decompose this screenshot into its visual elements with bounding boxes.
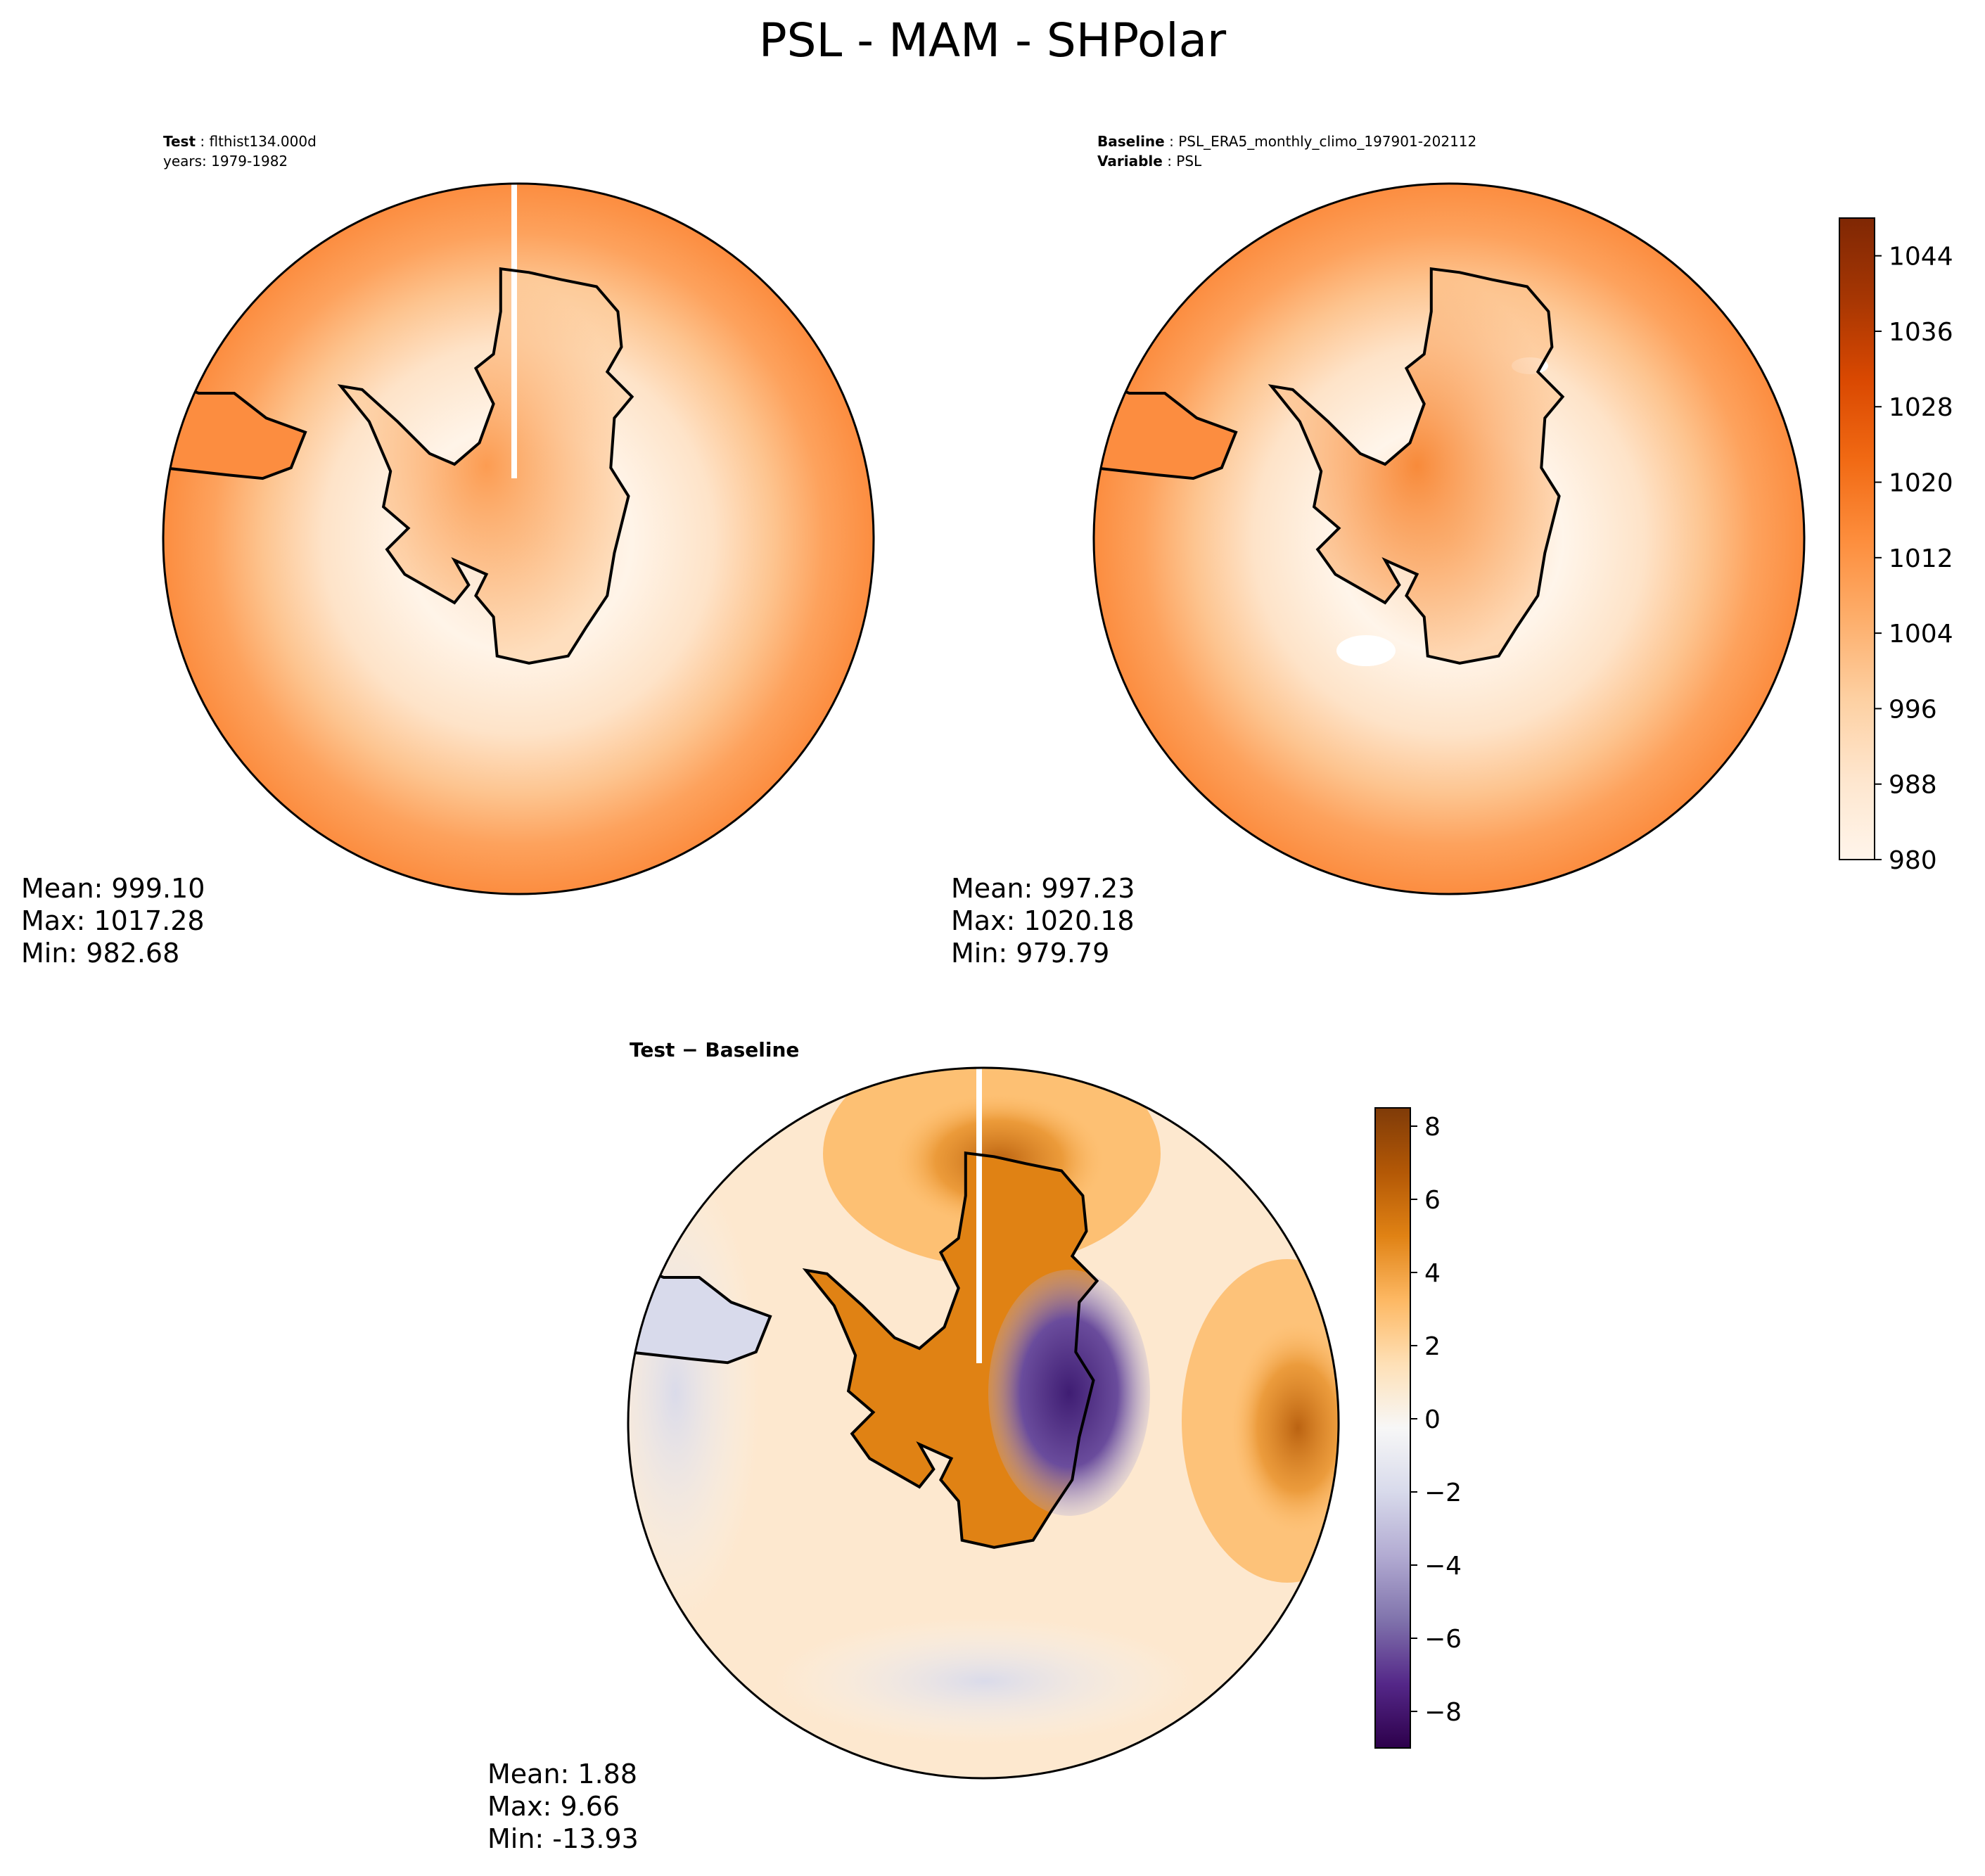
difference-colorbar-tick-label: −2	[1424, 1479, 1462, 1507]
test-label: Test : flthist134.000d	[163, 133, 317, 150]
test-map	[163, 184, 874, 894]
baseline-variable: Variable : PSL	[1097, 153, 1202, 170]
test-years: years: 1979-1982	[163, 153, 288, 170]
baseline-map-border	[1092, 182, 1806, 895]
baseline-antarctica-field	[1271, 269, 1563, 663]
difference-colorbar-tick-label: 2	[1424, 1332, 1441, 1361]
difference-map	[628, 1068, 1339, 1778]
test-south-america-coast	[163, 376, 307, 480]
difference-stat-min: Min: -13.93	[487, 1823, 639, 1854]
baseline-label: Baseline : PSL_ERA5_monthly_climo_197901…	[1097, 133, 1476, 150]
difference-colorbar: −8 −6 −4 −2 0 2 4 6 8	[1374, 1107, 1462, 1749]
absolute-colorbar-tick-label: 1020	[1889, 469, 1953, 498]
baseline-panel: Baseline : PSL_ERA5_monthly_climo_197901…	[951, 133, 1806, 969]
baseline-stat-max: Max: 1020.18	[951, 905, 1135, 936]
difference-stat-max: Max: 9.66	[487, 1791, 620, 1822]
difference-south-america-coast	[628, 1261, 772, 1365]
absolute-colorbar-tick-label: 1004	[1889, 620, 1953, 649]
baseline-south-america-coast	[1094, 376, 1238, 480]
difference-label: Test − Baseline	[630, 1038, 799, 1061]
absolute-colorbar-tick-label: 1028	[1889, 393, 1953, 422]
difference-colorbar-tick-label: −4	[1424, 1552, 1462, 1581]
test-stat-min: Min: 982.68	[21, 938, 179, 969]
difference-seam	[976, 1068, 982, 1363]
baseline-stat-mean: Mean: 997.23	[951, 873, 1135, 904]
baseline-label-key: Baseline	[1097, 133, 1165, 150]
absolute-colorbar-tick-label: 996	[1889, 695, 1937, 724]
difference-colorbar-tick-label: 6	[1424, 1186, 1441, 1215]
difference-colorbar-tick-label: 8	[1424, 1113, 1441, 1142]
difference-colorbar-tick-label: 4	[1424, 1259, 1441, 1288]
difference-panel: Test − Baseline Mean: 1.88 Max: 9.66 Min…	[487, 1038, 1340, 1854]
test-label-key: Test	[163, 133, 196, 150]
absolute-colorbar-tick-label: 1012	[1889, 544, 1953, 573]
difference-colorbar-tick-label: −8	[1424, 1698, 1462, 1727]
difference-negative-core	[988, 1270, 1150, 1516]
absolute-colorbar-tick-label: 1036	[1889, 318, 1953, 347]
test-antarctica-coastline	[337, 267, 634, 665]
test-label-value: flthist134.000d	[209, 133, 316, 150]
baseline-map	[1094, 184, 1804, 894]
difference-colorbar-tick-label: 0	[1424, 1405, 1441, 1434]
test-stat-max: Max: 1017.28	[21, 905, 205, 936]
absolute-colorbar-tick-label: 1044	[1889, 243, 1953, 272]
difference-antarctica-coastline	[802, 1151, 1099, 1549]
test-seam	[511, 184, 517, 478]
baseline-variable-value: PSL	[1176, 153, 1202, 170]
baseline-low-patch	[1336, 635, 1396, 666]
test-map-border	[162, 182, 875, 895]
absolute-colorbar-tick-label: 980	[1889, 846, 1937, 875]
absolute-colorbar-tick-label: 988	[1889, 771, 1937, 800]
difference-map-border	[627, 1066, 1340, 1780]
test-stat-mean: Mean: 999.10	[21, 873, 205, 904]
absolute-colorbar: 980 988 996 1004 1012 1020 1028 1036 1044	[1839, 217, 1953, 875]
baseline-label-value: PSL_ERA5_monthly_climo_197901-202112	[1178, 133, 1476, 150]
baseline-stat-min: Min: 979.79	[951, 938, 1109, 969]
difference-colorbar-tick-label: −6	[1424, 1625, 1462, 1654]
baseline-antarctica-coastline	[1268, 267, 1565, 665]
baseline-variable-key: Variable	[1097, 153, 1163, 170]
figure-title: PSL - MAM - SHPolar	[759, 13, 1227, 68]
difference-stat-mean: Mean: 1.88	[487, 1759, 637, 1789]
test-antarctica-field	[340, 269, 632, 663]
test-panel: Test : flthist134.000d years: 1979-1982 …	[21, 133, 875, 969]
